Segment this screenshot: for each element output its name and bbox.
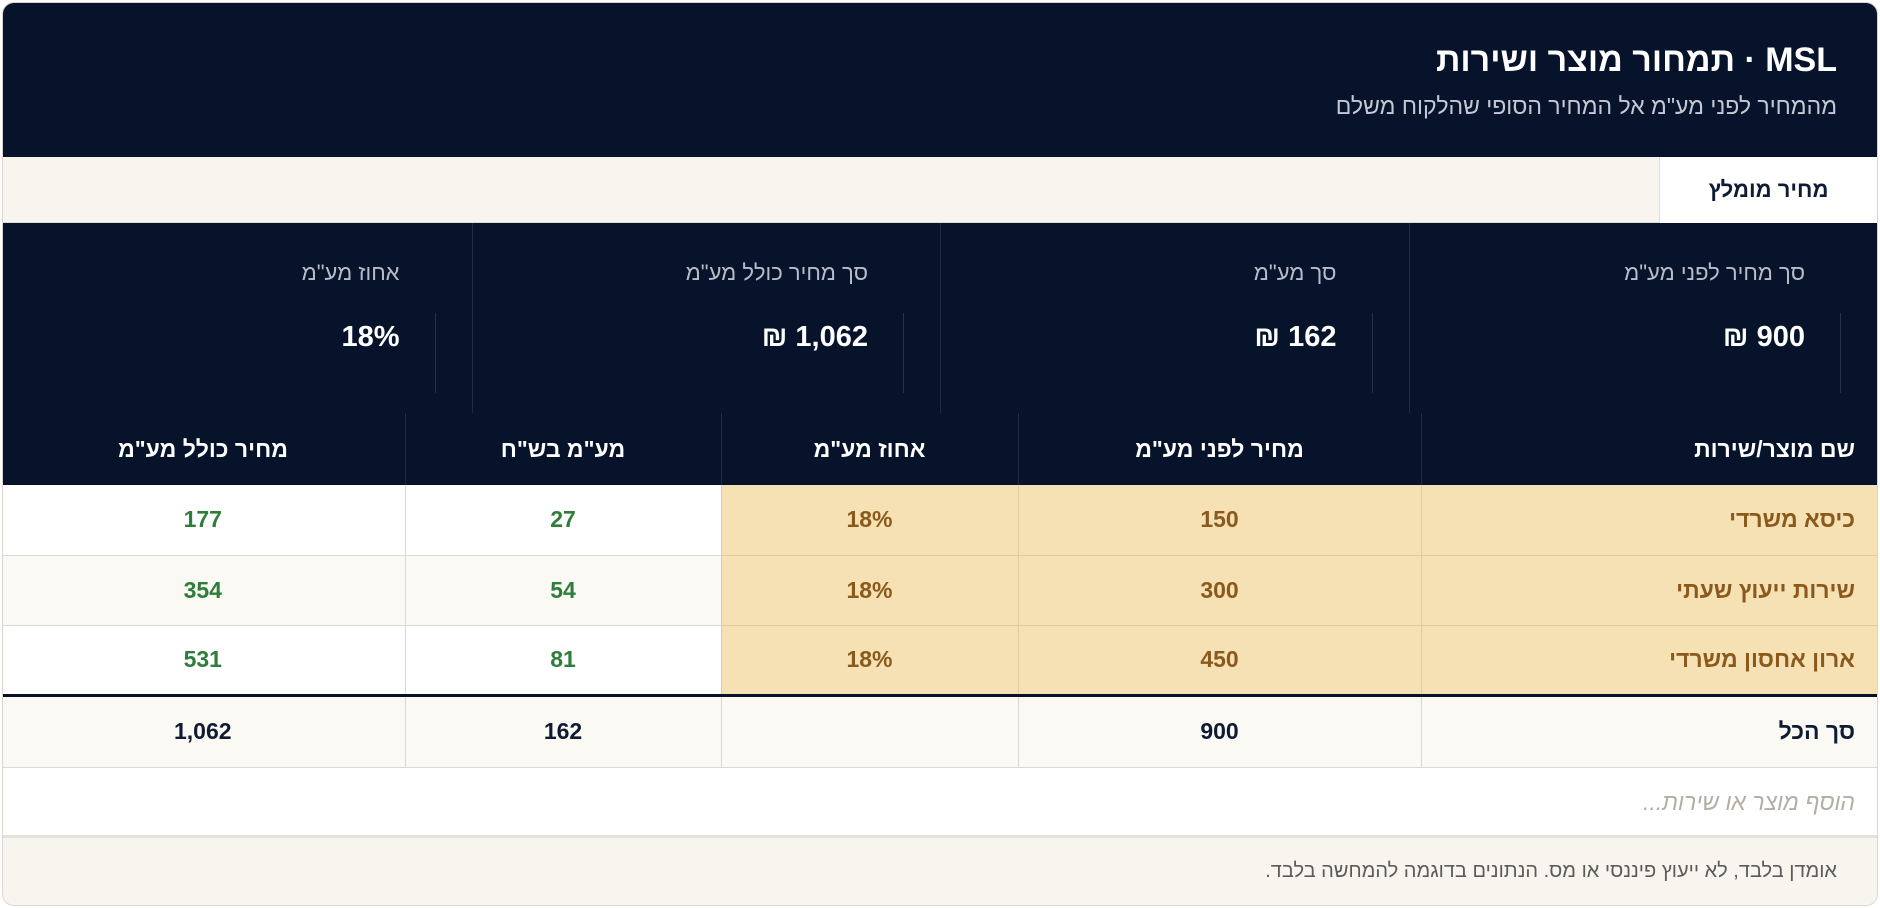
cell-price-incl-vat: 531 bbox=[3, 625, 406, 696]
metric-label: סך מע"מ bbox=[1253, 260, 1337, 285]
cell-price-incl-vat: 354 bbox=[3, 555, 406, 626]
cell-product-name[interactable]: ארון אחסון משרדי bbox=[1420, 625, 1877, 696]
column-header-vat-amount: מע"מ בש"ח bbox=[404, 413, 721, 485]
total-vat-amount: 162 bbox=[404, 693, 722, 768]
table-row: ארון אחסון משרדי 450 18% 81 531 bbox=[3, 625, 1877, 696]
cell-vat-percent[interactable]: 18% bbox=[720, 485, 1019, 556]
disclaimer-text: אומדן בלבד, לא ייעוץ פיננסי או מס. הנתונ… bbox=[1265, 860, 1837, 882]
add-item-row bbox=[3, 767, 1877, 838]
column-header-name: שם מוצר/שירות bbox=[1420, 413, 1877, 485]
column-header-price-before-vat: מחיר לפני מע"מ bbox=[1017, 413, 1421, 485]
metric-label: סך מחיר לפני מע"מ bbox=[1624, 260, 1805, 285]
cell-vat-percent[interactable]: 18% bbox=[720, 625, 1019, 696]
total-price-before-vat: 900 bbox=[1017, 693, 1422, 768]
total-label: סך הכל bbox=[1420, 693, 1877, 768]
table-row: שירות ייעוץ שעתי 300 18% 54 354 bbox=[3, 555, 1877, 626]
metric-divider bbox=[1840, 313, 1841, 393]
cell-price-before-vat[interactable]: 150 bbox=[1017, 485, 1422, 556]
total-vat-percent bbox=[720, 693, 1019, 768]
table-header-row: שם מוצר/שירות מחיר לפני מע"מ אחוז מע"מ מ… bbox=[3, 413, 1877, 485]
page-header: MSL · תמחור מוצר ושירות מהמחיר לפני מע"מ… bbox=[3, 3, 1877, 157]
tab-recommended-price[interactable]: מחיר מומלץ bbox=[1659, 157, 1877, 223]
cell-vat-amount: 81 bbox=[404, 625, 722, 696]
cell-product-name[interactable]: כיסא משרדי bbox=[1420, 485, 1877, 556]
cell-vat-amount: 27 bbox=[404, 485, 722, 556]
metric-total-vat: סך מע"מ 162 ₪ bbox=[940, 223, 1409, 413]
metric-value: 1,062 ₪ bbox=[761, 321, 868, 353]
cell-price-before-vat[interactable]: 300 bbox=[1017, 555, 1422, 626]
pricing-table: שם מוצר/שירות מחיר לפני מע"מ אחוז מע"מ מ… bbox=[3, 413, 1877, 768]
metric-value: 162 ₪ bbox=[1254, 321, 1337, 353]
tab-bar: מחיר מומלץ bbox=[3, 157, 1877, 223]
metric-divider bbox=[1371, 313, 1373, 393]
summary-metrics: סך מחיר לפני מע"מ 900 ₪ סך מע"מ 162 ₪ סך… bbox=[3, 223, 1877, 413]
cell-product-name[interactable]: שירות ייעוץ שעתי bbox=[1420, 555, 1877, 626]
metric-value: 18% bbox=[341, 321, 400, 353]
cell-vat-amount: 54 bbox=[404, 555, 722, 626]
cell-price-before-vat[interactable]: 450 bbox=[1017, 625, 1422, 696]
total-price-incl-vat: 1,062 bbox=[3, 693, 406, 768]
column-header-vat-percent: אחוז מע"מ bbox=[720, 413, 1018, 485]
metric-total-incl-vat: סך מחיר כולל מע"מ 1,062 ₪ bbox=[471, 223, 941, 413]
metric-label: סך מחיר כולל מע"מ bbox=[685, 260, 868, 285]
column-header-price-incl-vat: מחיר כולל מע"מ bbox=[3, 413, 405, 485]
metric-divider bbox=[903, 313, 904, 393]
add-item-input[interactable] bbox=[3, 767, 1877, 837]
metric-vat-percent: אחוז מע"מ 18% bbox=[3, 223, 472, 413]
metric-value: 900 ₪ bbox=[1722, 321, 1805, 353]
disclaimer-footer: אומדן בלבד, לא ייעוץ פיננסי או מס. הנתונ… bbox=[3, 835, 1877, 905]
cell-vat-percent[interactable]: 18% bbox=[720, 555, 1019, 626]
cell-price-incl-vat: 177 bbox=[3, 485, 406, 556]
page-subtitle: מהמחיר לפני מע"מ אל המחיר הסופי שהלקוח מ… bbox=[1335, 93, 1837, 119]
metric-total-before-vat: סך מחיר לפני מע"מ 900 ₪ bbox=[1408, 223, 1878, 413]
metric-divider bbox=[434, 313, 436, 393]
metric-label: אחוז מע"מ bbox=[301, 260, 400, 285]
table-total-row: סך הכל 900 162 1,062 bbox=[3, 693, 1877, 768]
table-row: כיסא משרדי 150 18% 27 177 bbox=[3, 485, 1877, 556]
page-title: MSL · תמחור מוצר ושירות bbox=[1435, 41, 1837, 79]
